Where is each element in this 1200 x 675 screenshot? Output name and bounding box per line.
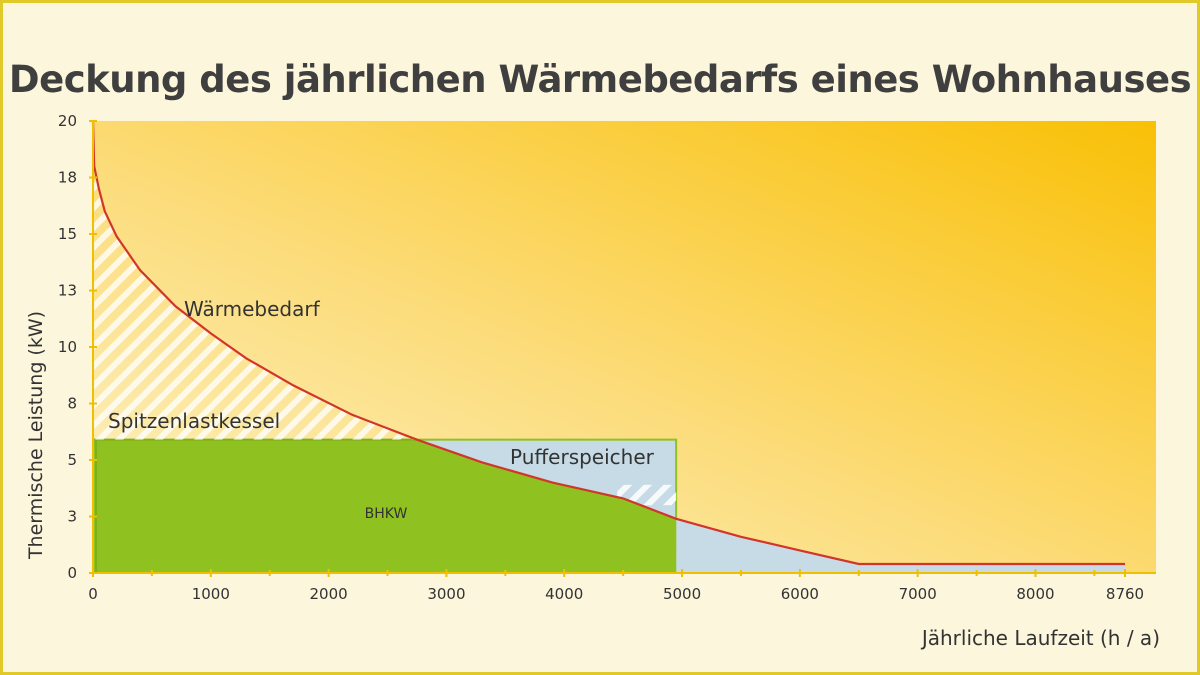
x-tick-label: 8000 bbox=[1016, 585, 1054, 603]
y-tick-label: 10 bbox=[58, 338, 77, 356]
label-bhkw: BHKW bbox=[365, 506, 408, 522]
label-pufferspeicher: Pufferspeicher bbox=[510, 445, 655, 469]
y-axis-label: Thermische Leistung (kW) bbox=[25, 310, 47, 560]
y-tick-label: 18 bbox=[58, 169, 77, 187]
y-tick-label: 0 bbox=[67, 564, 77, 582]
y-tick-label: 20 bbox=[58, 112, 77, 130]
label-waermebedarf: Wärmebedarf bbox=[184, 297, 321, 321]
demand-curve-line bbox=[91, 120, 1125, 566]
y-tick-label: 13 bbox=[58, 282, 77, 300]
region-labels: Wärmebedarf Spitzenlastkessel Pufferspeich… bbox=[108, 297, 655, 522]
label-spitzenlastkessel: Spitzenlastkessel bbox=[108, 409, 280, 433]
pufferspeicher-hatch bbox=[617, 484, 677, 506]
chart-title: Deckung des jährlichen Wärmebedarfs eine… bbox=[8, 58, 1192, 101]
y-tick-label: 8 bbox=[67, 395, 77, 413]
x-tick-label: 6000 bbox=[781, 585, 819, 603]
x-tick-label: 5000 bbox=[663, 585, 701, 603]
y-tick-label: 15 bbox=[58, 225, 77, 243]
x-axis-label: Jährliche Laufzeit (h / a) bbox=[921, 626, 1160, 650]
x-tick-label: 7000 bbox=[899, 585, 937, 603]
x-tick-label: 3000 bbox=[427, 585, 465, 603]
x-tick-label: 8760 bbox=[1106, 585, 1144, 603]
y-tick-label: 5 bbox=[67, 451, 77, 469]
x-tick-label: 4000 bbox=[545, 585, 583, 603]
region-tail-coverage bbox=[676, 518, 1125, 573]
y-tick-label: 3 bbox=[67, 508, 77, 526]
plot-area bbox=[91, 120, 1156, 574]
axes: 0 3 5 8 10 13 15 18 20 0 1000 2000 3000 4000 5000 6000 7… bbox=[58, 112, 1156, 603]
region-bhkw bbox=[93, 439, 677, 573]
x-tick-label: 0 bbox=[88, 585, 98, 603]
region-spitzenlastkessel bbox=[93, 121, 417, 440]
x-tick-label: 1000 bbox=[192, 585, 230, 603]
x-tick-label: 2000 bbox=[310, 585, 348, 603]
